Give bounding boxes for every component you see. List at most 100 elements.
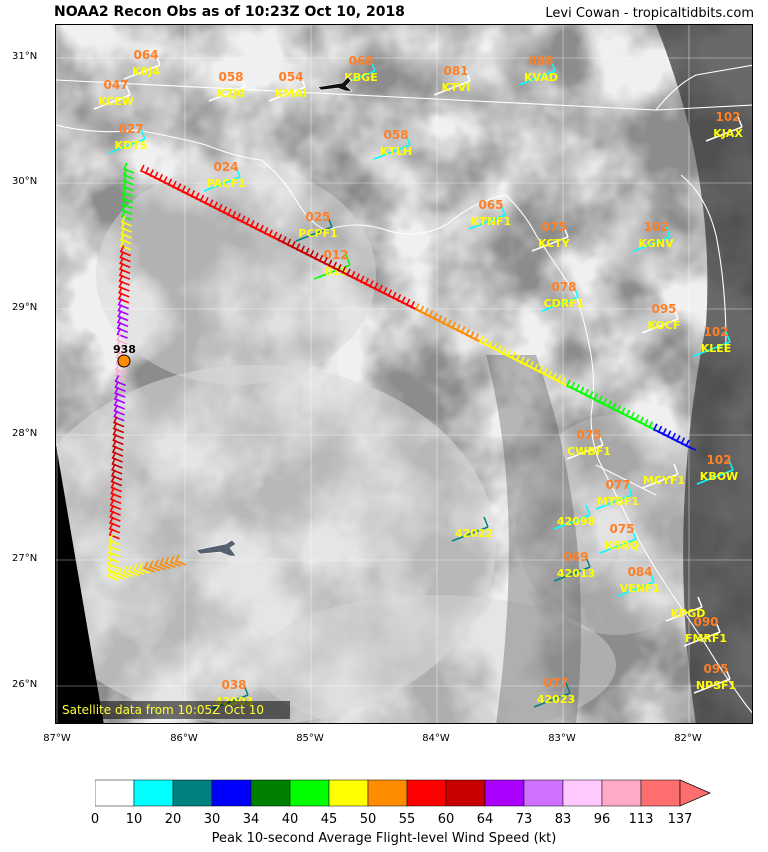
colorbar-segment bbox=[367, 779, 408, 807]
colorbar-tick-label: 50 bbox=[359, 812, 377, 827]
track-wind-barb bbox=[109, 504, 121, 516]
track-wind-barb bbox=[107, 551, 119, 564]
station-id-label: KBGE bbox=[344, 71, 377, 84]
track-wind-barb bbox=[119, 251, 131, 263]
track-wind-barb bbox=[118, 262, 131, 275]
station-id-label: KTLH bbox=[380, 145, 412, 158]
track-wind-barb bbox=[109, 510, 121, 522]
colorbar-tick-label: 73 bbox=[515, 812, 533, 827]
station-kpgd: KPGD bbox=[665, 596, 706, 622]
colorbar-segment bbox=[406, 779, 447, 807]
station-ktlh: 058 KTLH bbox=[373, 128, 412, 160]
colorbar-tick-label: 20 bbox=[164, 812, 182, 827]
track-wind-barb bbox=[108, 516, 121, 528]
track-wind-barb bbox=[113, 410, 125, 422]
track-wind-barb bbox=[684, 439, 697, 451]
track-wind-barb bbox=[108, 540, 120, 552]
station-value-label: 047 bbox=[103, 78, 128, 92]
colorbar-tick-label: 45 bbox=[320, 812, 338, 827]
track-wind-barb bbox=[111, 457, 123, 469]
station-kgnv: 102 KGNV bbox=[633, 220, 674, 252]
station-value-label: 102 bbox=[706, 453, 731, 467]
station-id-label: 42022 bbox=[455, 527, 493, 540]
colorbar-tick-label: 137 bbox=[667, 812, 693, 827]
track-wind-barb bbox=[110, 487, 122, 499]
lat-label-28n: 28°N bbox=[12, 428, 38, 439]
station-id-label: KTNF1 bbox=[471, 215, 511, 228]
station-id-label: KDTS bbox=[114, 139, 147, 152]
station-id-label: KCEW bbox=[98, 95, 134, 108]
track-wind-barb bbox=[117, 298, 129, 310]
station-kcty: 075 KCTY bbox=[531, 220, 571, 252]
station-value-label: 027 bbox=[118, 122, 143, 136]
track-wind-barb bbox=[119, 239, 132, 251]
track-wind-barb bbox=[112, 433, 124, 446]
lat-label-26n: 26°N bbox=[12, 679, 38, 690]
station-id-label: VENF1 bbox=[620, 582, 660, 595]
colorbar-tick-label: 34 bbox=[242, 812, 260, 827]
track-wind-barb bbox=[159, 558, 171, 570]
colorbar-segment bbox=[289, 779, 330, 807]
station-id-label: CDRF1 bbox=[544, 297, 585, 310]
track-wind-barb bbox=[121, 209, 133, 221]
colorbar-segment bbox=[133, 779, 174, 807]
track-wind-barb bbox=[121, 186, 134, 198]
lon-label-86w: 86°W bbox=[170, 733, 198, 744]
station-value-label: 102 bbox=[703, 325, 728, 339]
colorbar-tick-label: 64 bbox=[476, 812, 494, 827]
track-wind-barb bbox=[148, 560, 161, 572]
station-id-label: 012 bbox=[325, 265, 348, 278]
track-wind-barb bbox=[115, 363, 127, 375]
station-value-label: 075 bbox=[541, 220, 566, 234]
track-wind-barb bbox=[117, 292, 130, 304]
track-wind-barb bbox=[117, 310, 129, 322]
track-wind-barb bbox=[115, 339, 128, 351]
station-value-label: 081 bbox=[443, 64, 468, 78]
track-wind-barb bbox=[116, 327, 128, 339]
track-wind-barb bbox=[113, 392, 126, 404]
colorbar-segment bbox=[211, 779, 252, 807]
station-id-label: KPGD bbox=[671, 607, 706, 620]
track-wind-barb bbox=[116, 316, 129, 328]
map-title: NOAA2 Recon Obs as of 10:23Z Oct 10, 201… bbox=[54, 4, 405, 20]
station-value-label: 078 bbox=[551, 280, 576, 294]
colorbar-segment bbox=[250, 779, 291, 807]
station-42023: 077 42023 bbox=[533, 676, 575, 708]
colorbar-segment bbox=[601, 779, 642, 807]
track-wind-barb bbox=[116, 333, 128, 345]
station-kmai: 054 KMAI bbox=[268, 70, 307, 102]
track-wind-barb bbox=[110, 475, 123, 487]
track-wind-barb bbox=[111, 445, 124, 457]
track-wind-barb bbox=[112, 568, 124, 580]
track-wind-barb bbox=[113, 398, 126, 410]
track-wind-barb bbox=[111, 439, 124, 451]
center-pressure-label: 938 bbox=[113, 343, 136, 356]
station-cwbf1: 075 CWBF1 bbox=[566, 428, 611, 460]
station-id-label: PACF1 bbox=[207, 177, 246, 190]
colorbar-segment bbox=[172, 779, 213, 807]
colorbar-segment bbox=[328, 779, 369, 807]
station-42013: 069 42013 bbox=[553, 550, 595, 582]
station-id-label: KMAI bbox=[275, 87, 307, 100]
track-wind-barb bbox=[114, 380, 126, 392]
colorbar-segment bbox=[562, 779, 603, 807]
aircraft-icon-north bbox=[317, 76, 353, 92]
station-id-label: K0J4 bbox=[132, 65, 160, 78]
wind-speed-colorbar bbox=[95, 779, 711, 807]
station-value-label: 054 bbox=[278, 70, 303, 84]
aircraft-icon bbox=[195, 539, 237, 557]
track-wind-barb bbox=[121, 198, 133, 210]
track-wind-barb bbox=[133, 563, 145, 575]
colorbar-tick-label: 10 bbox=[125, 812, 143, 827]
station-kvad: 088 KVAD bbox=[518, 54, 558, 86]
station-id-label: KVAD bbox=[524, 71, 558, 84]
station-id-label: KCTY bbox=[538, 237, 571, 250]
station-id-label: NPSF1 bbox=[696, 679, 736, 692]
track-wind-barb bbox=[111, 463, 123, 475]
track-wind-barb bbox=[109, 498, 122, 510]
station-value-label: 058 bbox=[218, 70, 243, 84]
station-value-label: 038 bbox=[221, 678, 246, 692]
station-42098: 42098 bbox=[553, 504, 595, 530]
colorbar-segment bbox=[445, 779, 486, 807]
credit-text: Levi Cowan - tropicaltidbits.com bbox=[545, 6, 754, 21]
